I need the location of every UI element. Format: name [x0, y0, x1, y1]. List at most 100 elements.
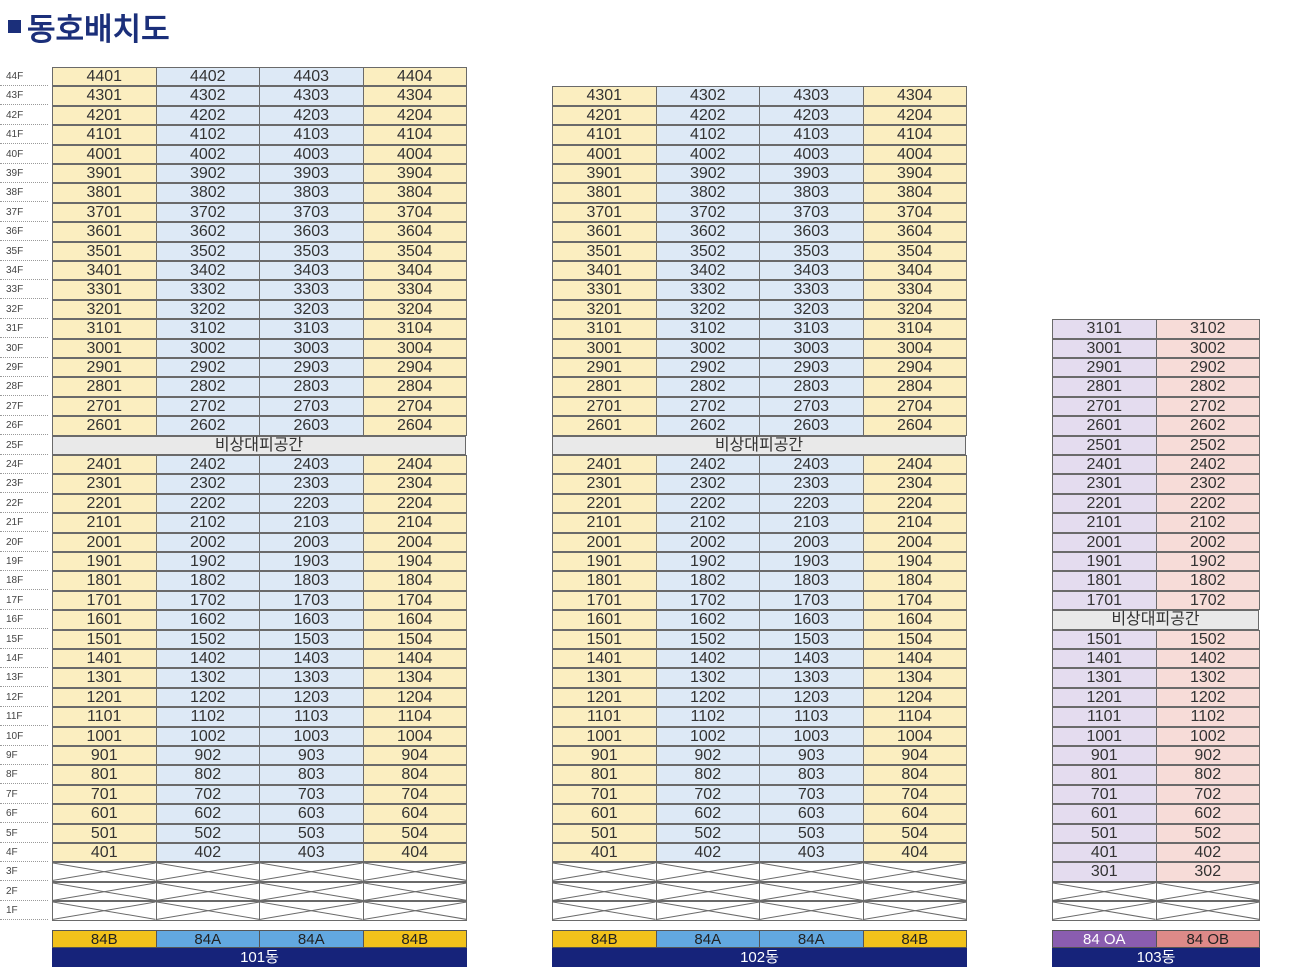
- unit-cell[interactable]: 2703: [759, 396, 864, 417]
- unit-cell[interactable]: 4201: [52, 105, 157, 126]
- unit-cell[interactable]: 2101: [1052, 513, 1157, 533]
- unit-cell[interactable]: 3101: [552, 319, 657, 339]
- unit-cell[interactable]: 4302: [655, 86, 760, 106]
- unit-cell[interactable]: 2104: [862, 513, 967, 533]
- unit-cell[interactable]: 1802: [155, 571, 260, 591]
- unit-cell[interactable]: 3603: [259, 222, 364, 242]
- unit-cell[interactable]: 4204: [862, 105, 967, 126]
- unit-cell[interactable]: 1204: [362, 687, 467, 708]
- unit-cell[interactable]: 302: [1155, 862, 1260, 882]
- unit-cell[interactable]: 3804: [862, 183, 967, 203]
- unit-cell[interactable]: 4101: [552, 125, 657, 145]
- unit-cell[interactable]: 4204: [362, 105, 467, 126]
- unit-cell[interactable]: 3003: [259, 338, 364, 358]
- unit-cell[interactable]: 2901: [52, 358, 157, 378]
- unit-cell[interactable]: 2003: [259, 532, 364, 552]
- unit-cell[interactable]: 4402: [155, 67, 260, 87]
- unit-cell[interactable]: 2203: [259, 493, 364, 514]
- unit-cell[interactable]: 904: [362, 746, 467, 766]
- unit-cell[interactable]: 2902: [655, 358, 760, 378]
- unit-cell[interactable]: 2303: [759, 474, 864, 494]
- unit-cell[interactable]: 504: [362, 823, 467, 843]
- unit-cell[interactable]: 1901: [552, 552, 657, 572]
- unit-cell[interactable]: 4102: [155, 125, 260, 145]
- unit-cell[interactable]: 3501: [52, 241, 157, 261]
- unit-cell[interactable]: 3004: [362, 338, 467, 358]
- unit-cell[interactable]: 3504: [362, 241, 467, 261]
- unit-cell[interactable]: 2402: [1155, 455, 1260, 475]
- unit-cell[interactable]: 902: [155, 746, 260, 766]
- unit-cell[interactable]: 4103: [259, 125, 364, 145]
- unit-cell[interactable]: 504: [862, 823, 967, 843]
- unit-cell[interactable]: 2201: [552, 493, 657, 514]
- unit-cell[interactable]: 1602: [155, 610, 260, 630]
- unit-cell[interactable]: 1802: [655, 571, 760, 591]
- unit-cell[interactable]: 1302: [1155, 668, 1260, 688]
- unit-cell[interactable]: 2404: [862, 455, 967, 475]
- unit-cell[interactable]: 3902: [655, 164, 760, 184]
- unit-cell[interactable]: 1904: [362, 552, 467, 572]
- unit-cell[interactable]: 2701: [52, 396, 157, 417]
- unit-cell[interactable]: 3203: [759, 299, 864, 320]
- unit-cell[interactable]: 2801: [552, 377, 657, 397]
- unit-cell[interactable]: 1202: [655, 687, 760, 708]
- unit-cell[interactable]: 2302: [1155, 474, 1260, 494]
- unit-cell[interactable]: 402: [655, 843, 760, 863]
- unit-cell[interactable]: 1803: [259, 571, 364, 591]
- unit-cell[interactable]: 1701: [1052, 590, 1157, 611]
- unit-cell[interactable]: 2701: [1052, 396, 1157, 417]
- unit-cell[interactable]: 4301: [552, 86, 657, 106]
- unit-cell[interactable]: 3602: [655, 222, 760, 242]
- unit-cell[interactable]: 3704: [862, 202, 967, 223]
- unit-cell[interactable]: 701: [552, 784, 657, 805]
- unit-cell[interactable]: 803: [259, 765, 364, 785]
- unit-cell[interactable]: 3403: [259, 261, 364, 281]
- unit-cell[interactable]: 3302: [655, 280, 760, 300]
- unit-cell[interactable]: 2902: [1155, 358, 1260, 378]
- unit-cell[interactable]: 1201: [1052, 687, 1157, 708]
- unit-cell[interactable]: 702: [155, 784, 260, 805]
- unit-cell[interactable]: 4001: [52, 144, 157, 164]
- unit-cell[interactable]: 1301: [52, 668, 157, 688]
- unit-cell[interactable]: 1603: [259, 610, 364, 630]
- unit-cell[interactable]: 402: [155, 843, 260, 863]
- unit-cell[interactable]: 2802: [155, 377, 260, 397]
- unit-cell[interactable]: 703: [259, 784, 364, 805]
- unit-cell[interactable]: 2403: [259, 455, 364, 475]
- unit-cell[interactable]: 2601: [52, 416, 157, 436]
- unit-cell[interactable]: 1604: [862, 610, 967, 630]
- unit-cell[interactable]: 3003: [759, 338, 864, 358]
- unit-cell[interactable]: 2301: [552, 474, 657, 494]
- unit-cell[interactable]: 1303: [259, 668, 364, 688]
- unit-cell[interactable]: 3201: [552, 299, 657, 320]
- unit-cell[interactable]: 2602: [655, 416, 760, 436]
- unit-cell[interactable]: 3503: [759, 241, 864, 261]
- unit-cell[interactable]: 4003: [759, 144, 864, 164]
- unit-cell[interactable]: 2002: [1155, 532, 1260, 552]
- unit-cell[interactable]: 1704: [362, 590, 467, 611]
- unit-cell[interactable]: 701: [52, 784, 157, 805]
- unit-cell[interactable]: 903: [259, 746, 364, 766]
- unit-cell[interactable]: 3904: [862, 164, 967, 184]
- unit-cell[interactable]: 801: [52, 765, 157, 785]
- unit-cell[interactable]: 403: [759, 843, 864, 863]
- unit-cell[interactable]: 1202: [1155, 687, 1260, 708]
- unit-cell[interactable]: 1004: [362, 726, 467, 746]
- unit-cell[interactable]: 2003: [759, 532, 864, 552]
- unit-cell[interactable]: 703: [759, 784, 864, 805]
- unit-cell[interactable]: 1502: [1155, 629, 1260, 649]
- unit-cell[interactable]: 1404: [362, 649, 467, 669]
- unit-cell[interactable]: 2702: [655, 396, 760, 417]
- unit-cell[interactable]: 1601: [552, 610, 657, 630]
- unit-cell[interactable]: 301: [1052, 862, 1157, 882]
- unit-cell[interactable]: 2301: [1052, 474, 1157, 494]
- unit-cell[interactable]: 601: [1052, 804, 1157, 824]
- unit-cell[interactable]: 1902: [655, 552, 760, 572]
- unit-cell[interactable]: 3002: [655, 338, 760, 358]
- unit-cell[interactable]: 501: [52, 823, 157, 843]
- unit-cell[interactable]: 2304: [862, 474, 967, 494]
- unit-cell[interactable]: 2704: [362, 396, 467, 417]
- unit-cell[interactable]: 3804: [362, 183, 467, 203]
- unit-cell[interactable]: 1701: [52, 590, 157, 611]
- unit-cell[interactable]: 2103: [259, 513, 364, 533]
